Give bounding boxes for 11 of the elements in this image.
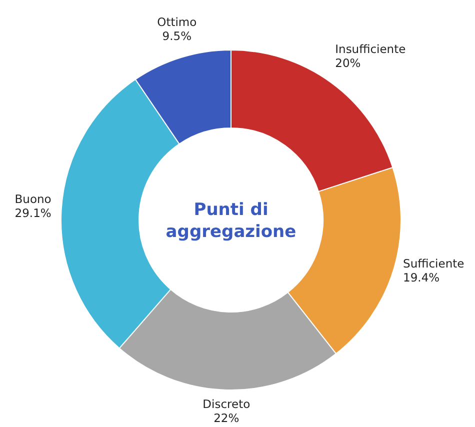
slice-label: Ottimo [157, 15, 197, 30]
data-label: 22% [214, 410, 240, 425]
data-label: 29.1% [14, 206, 52, 220]
slice-label: Insufficiente [335, 42, 406, 56]
slice-label: Discreto [202, 396, 250, 411]
slice-label: Buono [14, 192, 52, 206]
slice-label: Sufficiente [403, 256, 464, 271]
text: Punti di aggregazione [166, 200, 296, 242]
data-label: 20% [335, 56, 361, 70]
data-label: 9.5% [162, 29, 192, 44]
data-label: 19.4% [403, 270, 440, 285]
